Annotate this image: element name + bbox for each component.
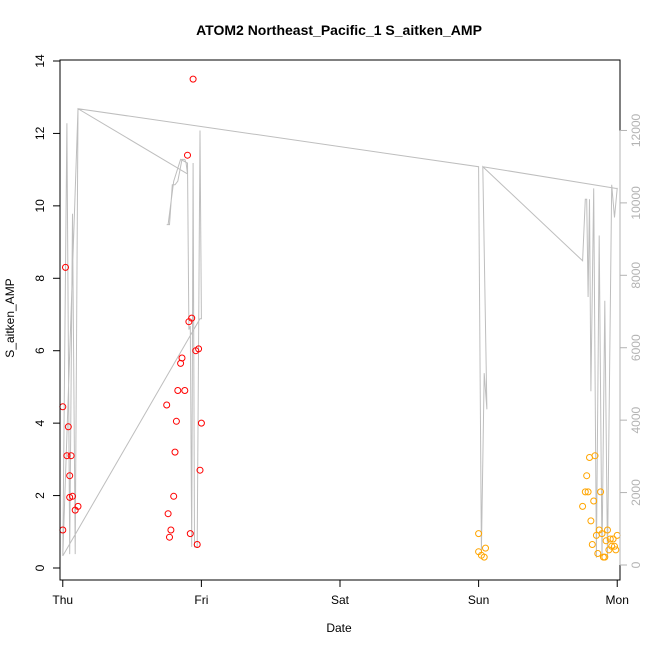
line-series — [62, 107, 618, 558]
data-point-orange-27 — [611, 542, 618, 550]
data-point-red-22 — [184, 151, 191, 159]
data-point-orange-21 — [602, 537, 610, 545]
data-point-orange-0 — [475, 530, 483, 538]
y-tick-label-5: 10 — [33, 199, 47, 213]
x-tick-label-2: Sat — [331, 593, 350, 607]
data-point-red-21 — [181, 387, 189, 394]
y2-tick-label-5: 10000 — [629, 186, 643, 220]
y2-tick-label-6: 12000 — [629, 113, 643, 147]
x-tick-label-0: Thu — [52, 593, 73, 607]
data-point-orange-20 — [601, 553, 609, 561]
data-point-red-10 — [74, 502, 82, 510]
data-point-red-5 — [67, 452, 75, 460]
y2-tick-label-2: 4000 — [629, 406, 643, 433]
y-axis-label: S_aitken_AMP — [3, 278, 17, 357]
data-point-red-12 — [164, 510, 172, 518]
data-point-orange-11 — [588, 541, 596, 548]
chart-title: ATOM2 Northeast_Pacific_1 S_aitken_AMP — [196, 22, 482, 38]
y-tick-label-1: 2 — [33, 492, 47, 499]
data-point-red-14 — [167, 526, 175, 534]
data-point-orange-4 — [482, 544, 489, 552]
data-point-orange-22 — [604, 526, 611, 534]
data-point-red-15 — [170, 492, 178, 500]
data-point-red-8 — [69, 492, 76, 500]
y2-tick-label-3: 6000 — [629, 334, 643, 361]
y-tick-label-7: 14 — [33, 54, 47, 68]
data-point-red-30 — [196, 466, 204, 474]
y2-tick-label-1: 2000 — [629, 479, 643, 506]
x-axis-label: Date — [326, 621, 352, 635]
x-tick-label-3: Sun — [468, 593, 489, 607]
data-point-orange-25 — [608, 542, 616, 550]
data-point-orange-28 — [612, 546, 620, 554]
data-point-orange-13 — [591, 452, 599, 460]
data-point-red-20 — [178, 354, 186, 362]
data-point-red-3 — [64, 423, 72, 431]
data-point-red-11 — [163, 401, 171, 409]
data-point-red-29 — [195, 345, 203, 353]
data-point-red-4 — [63, 452, 71, 460]
data-point-red-16 — [171, 448, 179, 456]
data-point-red-24 — [186, 530, 194, 538]
y-tick-label-3: 6 — [33, 347, 47, 354]
y-tick-label-2: 4 — [33, 419, 47, 426]
x-tick-label-1: Fri — [194, 593, 208, 607]
data-point-red-25 — [188, 314, 196, 322]
data-point-orange-24 — [606, 535, 614, 543]
data-point-orange-5 — [579, 502, 587, 510]
data-point-orange-17 — [597, 488, 605, 496]
data-point-red-18 — [174, 387, 182, 394]
y2-tick-label-4: 8000 — [629, 262, 643, 289]
data-point-red-31 — [197, 419, 205, 427]
data-point-orange-12 — [590, 497, 598, 505]
y-tick-label-6: 12 — [33, 126, 47, 140]
line-layer — [62, 107, 618, 558]
data-point-orange-8 — [584, 488, 592, 496]
data-point-red-26 — [189, 75, 197, 83]
y-tick-label-4: 8 — [33, 275, 47, 282]
data-point-orange-7 — [583, 472, 591, 480]
data-point-red-13 — [166, 533, 173, 541]
data-point-orange-26 — [609, 535, 617, 543]
data-point-red-28 — [193, 541, 201, 548]
data-point-red-2 — [62, 263, 69, 271]
data-point-orange-3 — [480, 553, 488, 561]
y2-tick-label-0: 0 — [629, 561, 643, 568]
y-tick-label-0: 0 — [33, 564, 47, 571]
y2-axis-right: 0 2000 4000 6000 8000 10000 12000 — [619, 113, 643, 568]
x-tick-label-4: Mon — [606, 593, 629, 607]
x-axis: Thu Fri Sat Sun Mon — [52, 579, 629, 607]
data-point-orange-10 — [587, 517, 595, 525]
data-point-orange-15 — [594, 550, 602, 557]
data-point-orange-18 — [598, 530, 606, 538]
points-layer — [59, 75, 621, 561]
y-axis: 0 2 4 6 8 10 12 14 — [33, 54, 61, 571]
data-point-red-6 — [66, 472, 74, 480]
data-point-red-17 — [172, 417, 180, 425]
data-point-orange-6 — [581, 488, 589, 496]
